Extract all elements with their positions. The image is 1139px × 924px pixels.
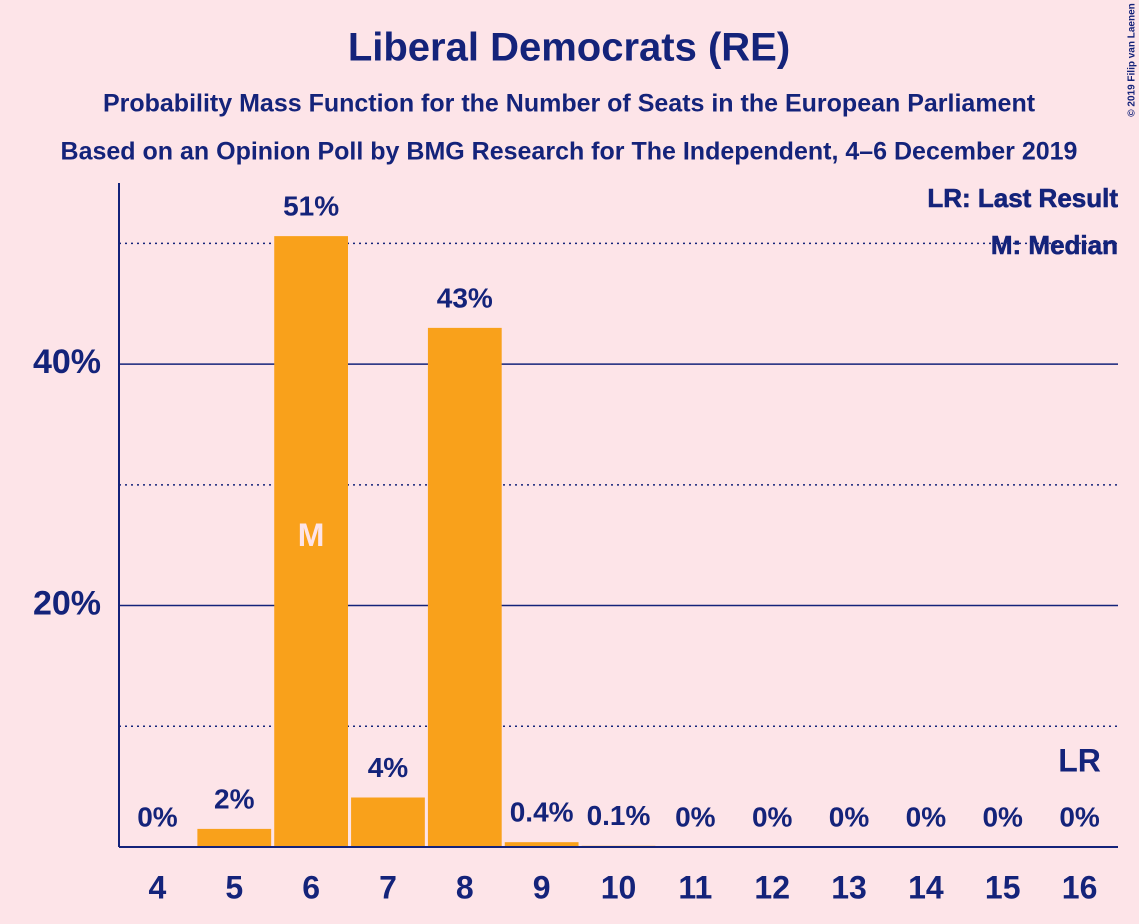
x-tick-label: 12	[754, 869, 790, 905]
x-tick-label: 4	[149, 869, 167, 905]
value-label: 0.4%	[510, 797, 574, 828]
bar	[427, 327, 502, 847]
value-label: 0%	[1059, 801, 1100, 832]
bar	[351, 797, 425, 847]
x-tick-label: 8	[456, 869, 474, 905]
x-tick-label: 7	[379, 869, 397, 905]
x-tick-label: 11	[678, 869, 712, 905]
value-label: 0%	[906, 801, 947, 832]
value-label: 4%	[368, 752, 409, 783]
value-label: 0%	[137, 801, 178, 832]
value-label: 43%	[437, 282, 493, 313]
y-tick-label: 20%	[33, 585, 101, 623]
value-label: 0%	[752, 801, 793, 832]
bar	[274, 236, 349, 847]
y-tick-label: 40%	[33, 343, 101, 381]
value-label: 0%	[829, 801, 870, 832]
x-tick-label: 9	[533, 869, 551, 905]
x-tick-label: 14	[908, 869, 944, 905]
value-label: 0.1%	[587, 800, 651, 831]
value-label: 51%	[283, 191, 339, 222]
bar	[197, 828, 272, 847]
chart-subtitle: Based on an Opinion Poll by BMG Research…	[61, 138, 1078, 166]
x-tick-label: 5	[225, 869, 243, 905]
last-result-marker: LR	[1058, 742, 1101, 778]
x-tick-label: 10	[601, 869, 637, 905]
x-tick-label: 16	[1062, 869, 1098, 905]
copyright: © 2019 Filip van Laenen	[1127, 3, 1138, 117]
x-tick-label: 15	[985, 869, 1021, 905]
x-tick-label: 13	[831, 869, 867, 905]
value-label: 0%	[982, 801, 1023, 832]
value-label: 0%	[675, 801, 716, 832]
chart-title: Liberal Democrats (RE)	[348, 26, 790, 70]
legend-entry: M: Median	[991, 230, 1118, 260]
legend-entry: LR: Last Result	[927, 183, 1118, 213]
chart-subtitle: Probability Mass Function for the Number…	[103, 90, 1036, 118]
median-marker: M	[298, 517, 325, 553]
bar	[504, 842, 579, 847]
x-tick-label: 6	[302, 869, 320, 905]
value-label: 2%	[214, 783, 255, 814]
